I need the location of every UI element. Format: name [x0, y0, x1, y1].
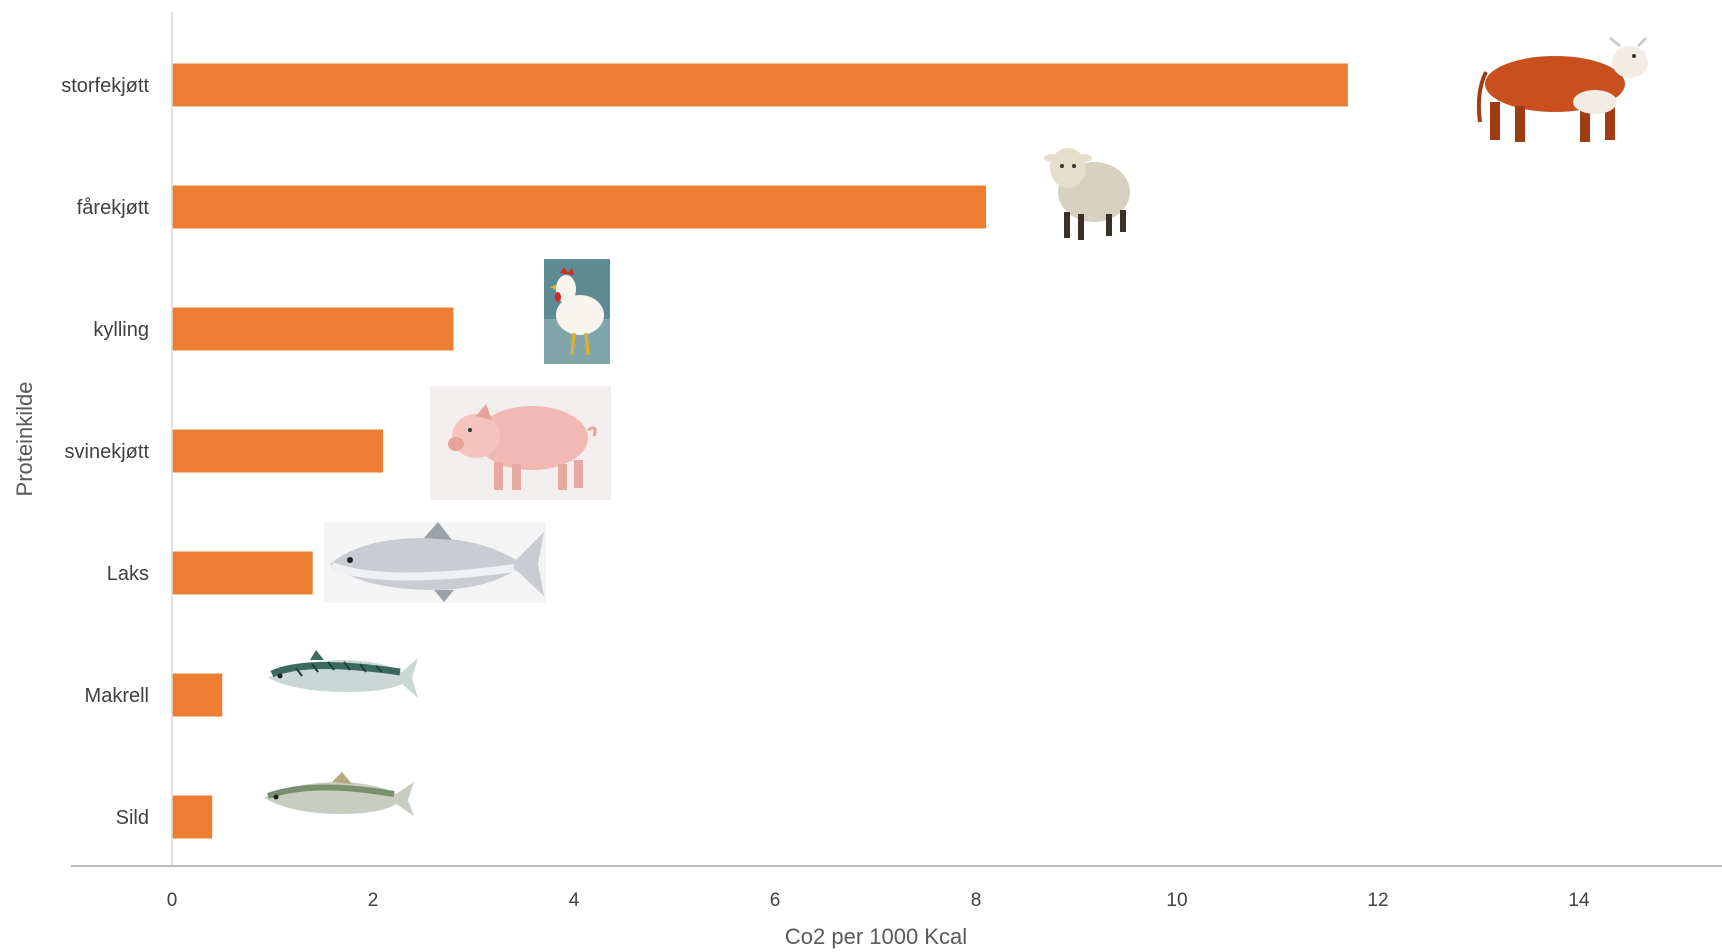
- x-tick-label: 14: [1568, 890, 1590, 911]
- y-axis-title: Proteinkilde: [12, 382, 37, 497]
- herring-icon: [264, 772, 414, 816]
- bar-3: [172, 429, 384, 473]
- x-axis-title: Co2 per 1000 Kcal: [785, 924, 967, 949]
- category-label: svinekjøtt: [65, 441, 150, 463]
- x-tick-label: 2: [368, 890, 379, 911]
- bar-1: [172, 185, 987, 229]
- category-label: Sild: [116, 807, 149, 829]
- category-label: fårekjøtt: [77, 197, 150, 219]
- bars-group: [172, 63, 1348, 839]
- chicken-icon: [544, 259, 610, 364]
- salmon-icon: [324, 522, 546, 603]
- mackerel-icon: [268, 650, 418, 698]
- bar-5: [172, 673, 223, 717]
- x-tick-label: 6: [770, 890, 781, 911]
- bar-2: [172, 307, 454, 351]
- x-tick-label: 4: [569, 890, 580, 911]
- pig-icon: [430, 386, 611, 500]
- category-label: Laks: [107, 563, 149, 585]
- x-tick-label: 12: [1367, 890, 1388, 911]
- category-label: storfekjøtt: [61, 75, 149, 97]
- cow-icon: [1476, 36, 1648, 142]
- category-label: kylling: [93, 319, 149, 341]
- sheep-icon: [1044, 148, 1130, 240]
- x-tick-label: 0: [167, 890, 178, 911]
- category-label: Makrell: [85, 685, 149, 707]
- bar-6: [172, 795, 213, 839]
- x-tick-label: 8: [971, 890, 982, 911]
- bar-0: [172, 63, 1348, 107]
- x-tick-label: 10: [1166, 890, 1187, 911]
- x-tick-labels: 0 2 4 6 8 10 12 14: [167, 890, 1590, 911]
- category-labels: storfekjøtt fårekjøtt kylling svinekjøtt Lak…: [61, 75, 149, 829]
- bar-4: [172, 551, 313, 595]
